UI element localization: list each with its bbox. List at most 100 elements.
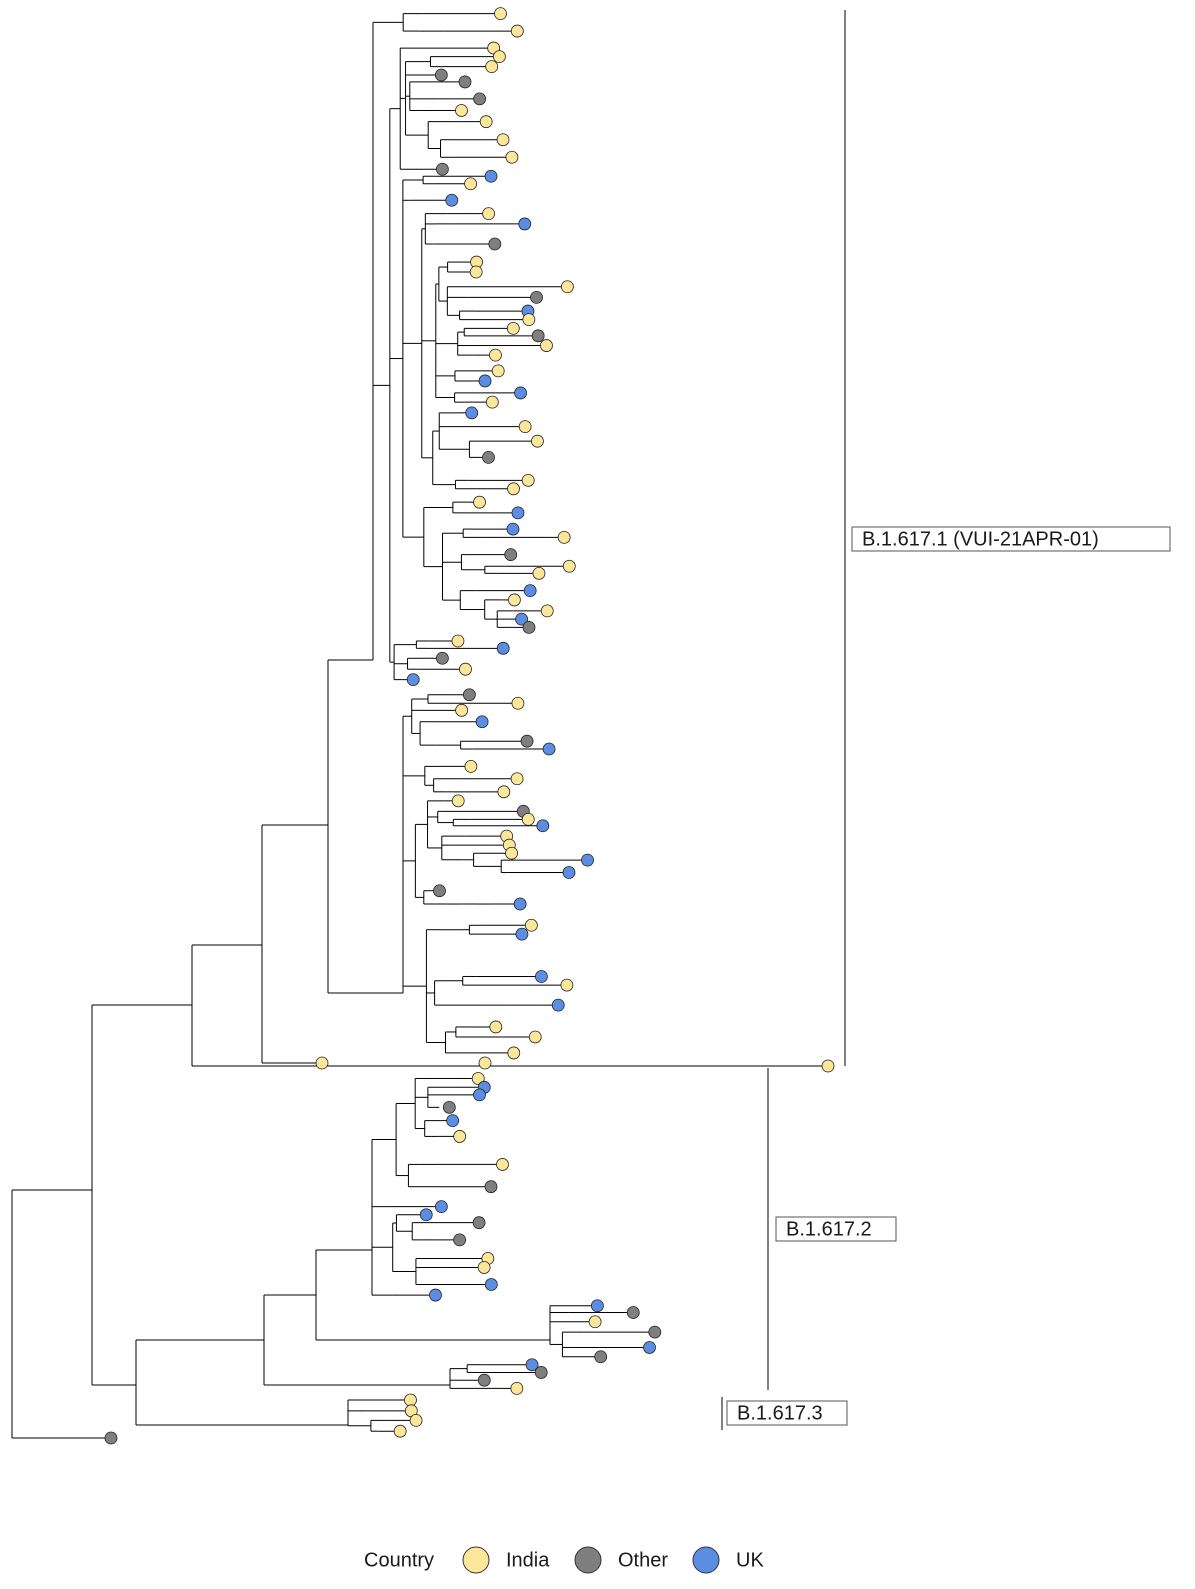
tip [560, 978, 574, 992]
tip [507, 482, 520, 496]
tip [507, 593, 521, 607]
legend: Country India Other UK [364, 1546, 764, 1574]
tip [429, 1288, 442, 1302]
clade-label: B.1.617.3 [737, 1402, 823, 1424]
tip [315, 1056, 329, 1070]
tip [562, 866, 576, 879]
tip [471, 1072, 485, 1085]
tip [477, 1373, 491, 1387]
tip [511, 506, 525, 520]
tip [496, 133, 510, 147]
tips [104, 7, 835, 1445]
tip [433, 884, 446, 898]
tip [515, 612, 528, 626]
tip [531, 434, 544, 448]
tip [513, 897, 527, 911]
tip [478, 1056, 492, 1070]
tip [536, 819, 550, 833]
tip [594, 1350, 608, 1364]
tip [484, 1180, 498, 1194]
tip [465, 406, 479, 420]
tip [506, 522, 520, 536]
tip [643, 1341, 656, 1354]
tip [505, 846, 518, 860]
tip [521, 473, 535, 487]
tip [484, 1278, 498, 1291]
tip [514, 386, 527, 400]
tip [504, 548, 518, 562]
tip [459, 662, 472, 676]
tip [551, 998, 565, 1012]
clade-label: B.1.617.2 [786, 1218, 872, 1240]
legend-swatch [462, 1546, 490, 1574]
clade-label-box [851, 526, 1171, 552]
clade-label-box [726, 1400, 848, 1426]
tip [507, 1046, 521, 1060]
tip [489, 348, 502, 362]
tip [485, 395, 499, 409]
tip [557, 530, 571, 544]
tip [409, 1414, 423, 1427]
tip [445, 193, 459, 207]
clade-label-box [775, 1216, 897, 1242]
tip [434, 1200, 448, 1214]
tip [393, 1424, 407, 1438]
tip [540, 604, 554, 618]
tip [435, 162, 449, 176]
tip [469, 265, 483, 279]
tip [510, 1381, 524, 1395]
tip [458, 75, 472, 89]
tip [534, 1366, 548, 1379]
tip [404, 1393, 417, 1407]
tip [581, 853, 594, 867]
tip [821, 1059, 835, 1073]
clade-label: B.1.617.1 (VUI-21APR-01) [862, 528, 1099, 550]
tip [626, 1306, 640, 1319]
tip [419, 1208, 433, 1222]
tip [497, 785, 511, 799]
tip [520, 734, 534, 748]
tip [590, 1299, 604, 1313]
tip [482, 450, 495, 464]
tip [522, 620, 536, 634]
tip [510, 24, 524, 38]
tip [473, 92, 487, 106]
tip [488, 237, 502, 251]
tip [473, 495, 486, 509]
tip [453, 1130, 467, 1143]
tip [505, 150, 519, 164]
tip [104, 1431, 118, 1445]
tip [506, 321, 520, 335]
tip [542, 742, 556, 756]
tip [496, 641, 510, 655]
legend-label: Other [618, 1549, 668, 1571]
tip [434, 68, 448, 82]
tip [484, 169, 498, 183]
tip [540, 339, 553, 352]
tip [518, 217, 532, 231]
tip [489, 1020, 503, 1034]
tip [475, 715, 489, 729]
tip [525, 1358, 539, 1372]
tip [451, 794, 465, 808]
tip [511, 696, 525, 710]
tip [464, 759, 478, 773]
tip [523, 584, 537, 598]
tip [455, 703, 469, 717]
tip [477, 1261, 491, 1274]
tip [462, 688, 476, 702]
tip [521, 812, 535, 826]
tip [532, 566, 546, 580]
tip [560, 280, 574, 294]
tip [522, 313, 536, 327]
legend-title: Country [364, 1549, 434, 1571]
tip [482, 207, 496, 221]
tip [515, 927, 529, 941]
tip [562, 559, 576, 573]
tip [491, 364, 505, 378]
tip [436, 651, 449, 665]
tip [496, 1158, 509, 1171]
branches [11, 13, 828, 1439]
tip [518, 420, 532, 434]
tip [451, 634, 465, 648]
